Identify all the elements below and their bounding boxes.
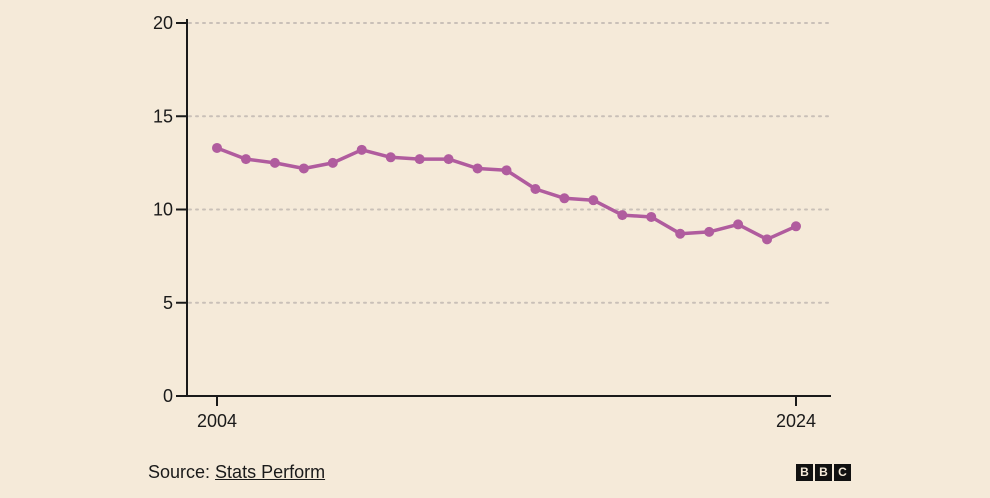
data-point-2004 [212, 142, 222, 153]
data-point-2013 [472, 163, 483, 174]
logo-letter-c: C [834, 464, 851, 481]
data-point-2020 [675, 228, 686, 239]
x-tick-label-2024: 2024 [776, 411, 816, 431]
line-chart: 0 5 10 15 20 2004 2024 [153, 13, 831, 431]
axes [186, 19, 831, 397]
source-note: Source: Stats Perform [148, 462, 325, 483]
source-prefix: Source: [148, 462, 216, 482]
data-point-2023 [762, 234, 773, 245]
data-point-2018 [617, 210, 628, 221]
data-point-2016 [559, 193, 570, 204]
bbc-logo: B B C [796, 464, 851, 481]
y-tick-label-20: 20 [153, 13, 173, 33]
grid-lines [188, 22, 831, 304]
data-point-2009 [356, 144, 367, 155]
data-point-2014 [501, 165, 512, 176]
y-tick-label-0: 0 [163, 386, 173, 406]
data-point-2005 [240, 154, 251, 165]
series-line-0 [215, 146, 798, 242]
logo-letter-b1: B [796, 464, 813, 481]
data-point-2021 [704, 226, 715, 237]
data-point-2011 [414, 154, 425, 165]
y-tick-label-5: 5 [163, 293, 173, 313]
data-point-2019 [646, 211, 657, 222]
y-tick-label-15: 15 [153, 106, 173, 126]
logo-letter-b2: B [815, 464, 832, 481]
data-point-2017 [588, 195, 599, 206]
data-point-2012 [443, 154, 454, 165]
data-point-2022 [733, 219, 744, 230]
data-point-2024 [791, 221, 801, 232]
data-point-2007 [298, 163, 309, 174]
data-point-2008 [327, 157, 338, 168]
x-tick-label-2004: 2004 [197, 411, 237, 431]
y-axis-ticks: 0 5 10 15 20 [153, 13, 187, 406]
series [212, 142, 801, 245]
x-axis-ticks: 2004 2024 [197, 396, 816, 431]
data-point-2006 [269, 157, 280, 168]
data-point-2015 [530, 183, 541, 194]
y-tick-label-10: 10 [153, 200, 173, 220]
data-point-2010 [385, 152, 396, 163]
source-link[interactable]: Stats Perform [215, 462, 326, 482]
